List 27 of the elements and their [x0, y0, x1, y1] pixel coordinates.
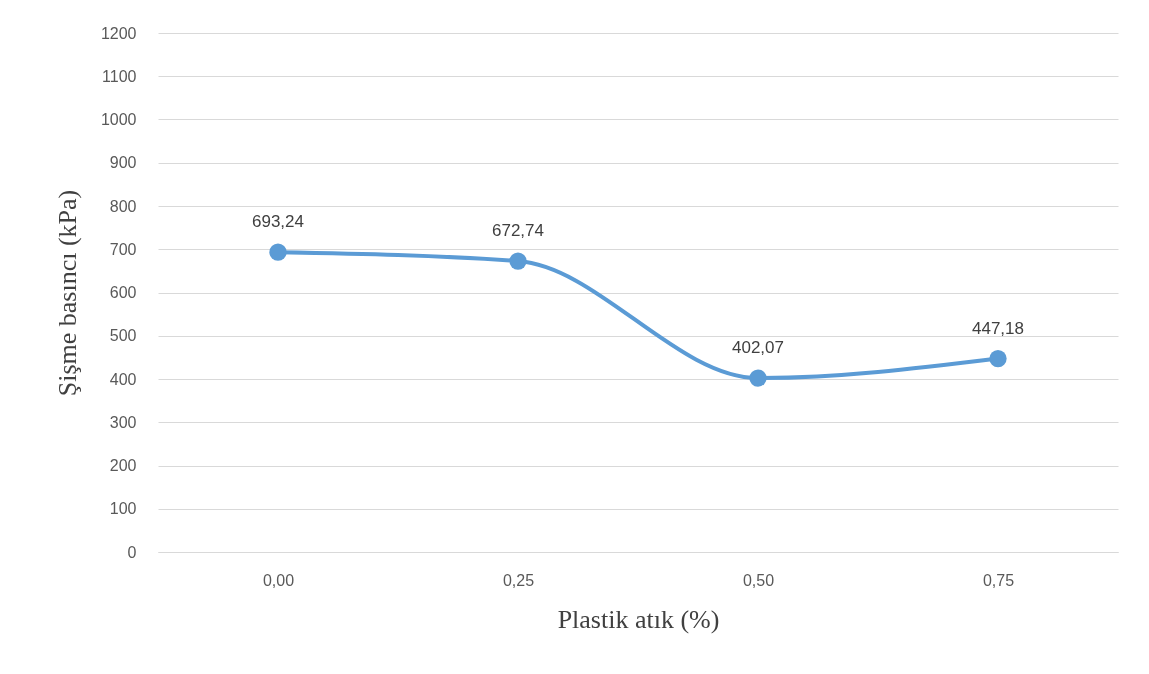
- y-tick-label: 400: [109, 370, 137, 388]
- y-tick-label: 900: [109, 154, 137, 172]
- data-label: 447,18: [972, 318, 1024, 338]
- x-tick-label: 0,25: [502, 571, 535, 589]
- y-tick-label: 1100: [102, 67, 137, 85]
- point: [269, 243, 287, 261]
- x-tick-label: 0,50: [742, 571, 775, 589]
- point: [749, 369, 767, 387]
- data-label: 672,74: [492, 221, 544, 241]
- y-tick-label: 800: [109, 197, 137, 215]
- data-label: 693,24: [252, 212, 304, 232]
- y-tick-label: 1200: [100, 24, 137, 42]
- y-tick-label: 1000: [100, 111, 137, 128]
- x-axis-title: Plastik atık (%): [557, 604, 720, 634]
- y-tick-label: 100: [109, 500, 137, 518]
- point: [989, 349, 1007, 368]
- y-axis-title: Şişme basıncı (kPa): [52, 189, 82, 397]
- y-tick-label: 500: [109, 327, 137, 345]
- y-tick-label: 300: [109, 413, 137, 431]
- y-tick-label: 700: [109, 240, 137, 258]
- data-label: 402,07: [732, 338, 784, 358]
- point: [509, 252, 527, 270]
- y-tick-label: 600: [109, 284, 137, 301]
- y-tick-label: 0: [127, 543, 137, 561]
- x-tick-label: 0,00: [262, 571, 295, 589]
- y-tick-label: 200: [109, 457, 137, 474]
- x-tick-label: 0,75: [982, 571, 1015, 589]
